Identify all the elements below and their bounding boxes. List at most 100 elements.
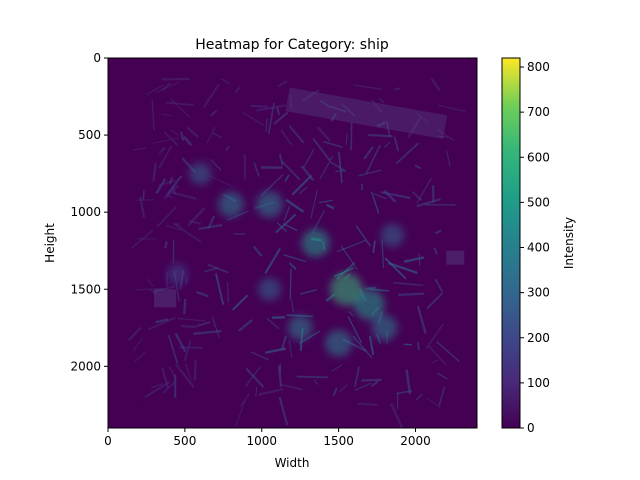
- texture-streak: [131, 229, 154, 249]
- texture-streak: [363, 146, 374, 160]
- texture-streak: [279, 383, 303, 391]
- texture-streak: [148, 288, 157, 296]
- texture-streak: [333, 267, 355, 278]
- texture-streak: [170, 129, 180, 136]
- texture-streak: [331, 364, 343, 372]
- texture-streak: [134, 351, 146, 363]
- texture-streak: [441, 87, 446, 116]
- texture-streak: [234, 86, 241, 94]
- texture-streak: [288, 262, 297, 270]
- texture-streak: [239, 393, 250, 408]
- colorbar-label: Intensity: [562, 217, 576, 269]
- texture-band: [154, 289, 177, 308]
- colorbar-tick-label: 500: [527, 195, 550, 209]
- texture-streak: [172, 191, 197, 201]
- texture-streak: [277, 80, 288, 88]
- y-tick-label: 1500: [70, 282, 101, 296]
- texture-streak: [416, 198, 441, 208]
- texture-streak: [302, 88, 320, 102]
- texture-streak: [173, 222, 180, 226]
- texture-streak: [312, 137, 331, 162]
- texture-streak: [196, 321, 211, 327]
- texture-streak: [155, 81, 180, 93]
- texture-streak: [398, 292, 425, 296]
- heatmap-hotspot: [218, 191, 244, 218]
- texture-streak: [368, 336, 375, 356]
- texture-streak: [210, 110, 217, 117]
- texture-streak: [147, 89, 151, 122]
- texture-streak: [373, 193, 387, 200]
- texture-streak: [170, 98, 191, 119]
- texture-streak: [231, 294, 249, 311]
- texture-streak: [185, 277, 188, 285]
- texture-streak: [380, 191, 411, 200]
- texture-streak: [142, 190, 145, 200]
- texture-streak: [161, 367, 170, 389]
- colorbar-scale: [501, 57, 521, 429]
- texture-streak: [162, 379, 178, 394]
- texture-streak: [281, 160, 301, 181]
- texture-streak: [177, 317, 206, 322]
- texture-streak: [332, 387, 338, 396]
- texture-streak: [365, 144, 381, 174]
- texture-streak: [180, 131, 185, 141]
- texture-streak: [283, 254, 307, 263]
- texture-streak: [280, 335, 288, 351]
- texture-streak: [300, 289, 318, 295]
- texture-streak: [376, 121, 386, 128]
- y-tick-label: 1000: [70, 205, 101, 219]
- texture-streak: [238, 318, 253, 332]
- texture-streak: [227, 282, 229, 303]
- colorbar-tick-label: 600: [527, 150, 550, 164]
- texture-streak: [220, 77, 231, 85]
- texture-streak: [431, 359, 438, 364]
- texture-streak: [212, 132, 222, 139]
- texture-streak: [204, 267, 219, 273]
- texture-streak: [158, 179, 176, 187]
- texture-streak: [285, 198, 305, 213]
- texture-streak: [184, 363, 192, 381]
- texture-streak: [226, 210, 249, 221]
- texture-streak: [174, 332, 187, 353]
- texture-streak: [416, 177, 432, 204]
- texture-streak: [225, 145, 231, 152]
- texture-streak: [198, 223, 223, 231]
- texture-streak: [415, 112, 430, 124]
- x-tick-label: 1000: [246, 434, 277, 448]
- texture-streak: [215, 273, 225, 305]
- y-axis-label: Height: [43, 223, 57, 263]
- texture-streak: [255, 387, 258, 397]
- texture-streak: [291, 174, 313, 196]
- texture-streak: [357, 402, 378, 407]
- y-axis: 0 500 1000 1500 2000: [70, 51, 108, 373]
- x-tick-label: 0: [104, 434, 112, 448]
- texture-streak: [386, 121, 391, 137]
- colorbar: 0 100 200 300 400 500 600 700 800 Intensity: [501, 57, 576, 435]
- texture-streak: [298, 186, 308, 195]
- texture-streak: [161, 82, 171, 91]
- texture-streak: [275, 213, 297, 234]
- texture-streak: [417, 342, 420, 351]
- texture-streak: [364, 286, 377, 291]
- heatmap-hotspot: [329, 272, 363, 306]
- texture-streak: [138, 400, 156, 418]
- texture-streak: [283, 205, 291, 221]
- texture-streak: [395, 142, 420, 165]
- texture-streak: [151, 99, 155, 131]
- texture-streak: [296, 375, 328, 379]
- texture-streak: [278, 153, 284, 166]
- texture-streak: [303, 148, 315, 168]
- heatmap-texture: [127, 77, 466, 428]
- texture-band: [446, 250, 465, 265]
- texture-streak: [430, 77, 441, 92]
- heatmap-hotspot: [301, 229, 330, 257]
- texture-streak: [175, 363, 195, 388]
- texture-streak: [144, 381, 171, 399]
- texture-streak: [183, 298, 187, 315]
- texture-streak: [367, 133, 393, 138]
- texture-streak: [133, 147, 147, 151]
- texture-streak: [208, 175, 234, 188]
- heatmap-hotspot: [256, 191, 283, 218]
- colorbar-ticks: 0 100 200 300 400 500 600 700 800: [520, 60, 550, 435]
